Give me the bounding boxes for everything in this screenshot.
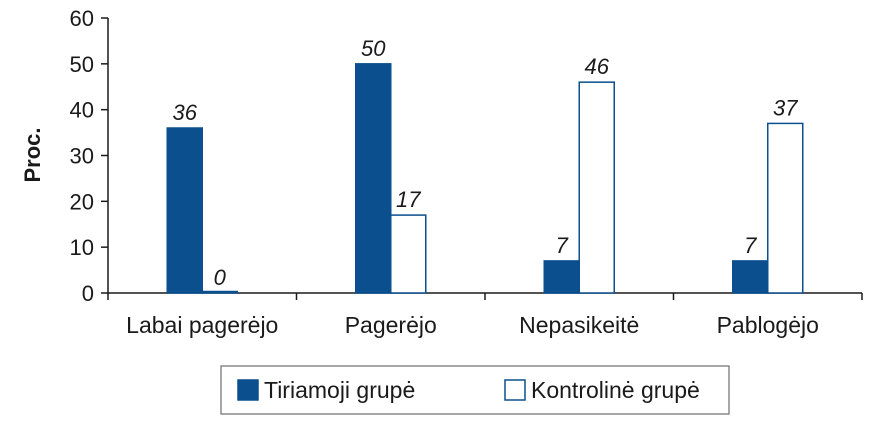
legend-label-tiriamoji: Tiriamoji grupė (264, 377, 415, 403)
x-category-label: Pagerėjo (345, 312, 437, 338)
bar-kontroline (578, 81, 615, 294)
legend: Tiriamoji grupė Kontrolinė grupė (220, 365, 730, 415)
bar-kontroline (767, 122, 804, 294)
bar-tiriamoji (543, 260, 580, 294)
y-tick-label: 10 (70, 235, 94, 260)
bars: 36 0 50 17 7 46 7 37 (166, 36, 804, 294)
legend-frame (220, 365, 730, 415)
y-axis-label: Proc. (20, 127, 45, 182)
bar-value-label: 0 (214, 265, 227, 290)
legend-label-kontroline: Kontrolinė grupė (531, 377, 700, 403)
x-category-label: Pablogėjo (717, 312, 819, 338)
bar-value-label: 46 (585, 54, 610, 79)
bar-value-label: 37 (773, 95, 798, 120)
bar-kontroline (201, 290, 238, 294)
y-tick-label: 60 (70, 6, 94, 31)
y-tick-label: 50 (70, 52, 94, 77)
x-axis: Labai pagerėjo Pagerėjo Nepasikeitė Pablogė… (107, 292, 863, 338)
bar-tiriamoji (355, 63, 392, 294)
y-tick-label: 0 (82, 281, 94, 306)
bar-value-label: 7 (556, 233, 569, 258)
bar-tiriamoji (732, 260, 769, 294)
bar-value-label: 50 (361, 36, 386, 61)
bar-tiriamoji (166, 127, 203, 294)
y-tick-label: 20 (70, 189, 94, 214)
legend-swatch-kontroline (504, 379, 526, 401)
bar-kontroline (390, 214, 427, 294)
legend-swatch-tiriamoji (237, 379, 259, 401)
x-category-label: Nepasikeitė (519, 312, 639, 338)
y-axis: 0 10 20 30 40 50 60 (70, 6, 109, 306)
y-tick-label: 40 (70, 98, 94, 123)
bar-value-label: 17 (396, 187, 421, 212)
bar-value-label: 36 (173, 100, 198, 125)
y-tick-label: 30 (70, 144, 94, 169)
x-category-label: Labai pagerėjo (126, 312, 278, 338)
bar-value-label: 7 (744, 233, 757, 258)
